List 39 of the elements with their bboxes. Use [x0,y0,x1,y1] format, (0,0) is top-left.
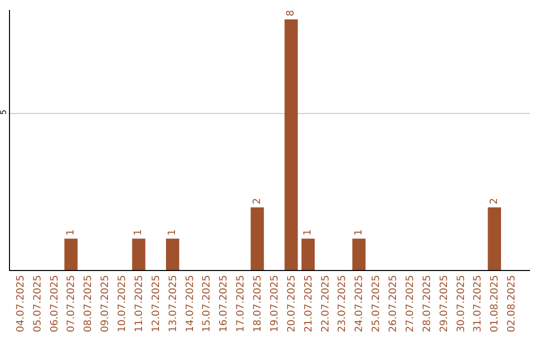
data-label: 2 [252,198,263,204]
x-tick-label: 25.07.2025 [371,275,382,332]
x-tick-label: 12.07.2025 [150,275,162,332]
x-tick-label: 15.07.2025 [202,275,213,332]
x-tick-label: 04.07.2025 [15,275,26,332]
x-tick-label: 27.07.2025 [404,275,416,332]
x-tick-label: 11.07.2025 [134,275,145,332]
x-tick-label: 06.07.2025 [49,275,60,332]
y-tick-label: 5 [0,110,8,115]
data-label: 1 [133,229,144,236]
x-tick-label: 31.07.2025 [472,275,484,332]
data-label: 2 [488,198,500,204]
x-tick-label: 28.07.2025 [422,275,433,332]
x-tick-label: 30.07.2025 [456,275,467,332]
x-tick-label: 09.07.2025 [100,275,112,332]
x-tick-label: 29.07.2025 [438,275,450,332]
x-tick-label: 21.07.2025 [303,275,314,332]
x-tick-label: 02.08.2025 [506,275,518,332]
x-tick-label: 26.07.2025 [388,275,400,332]
x-tick-label: 14.07.2025 [184,275,196,332]
x-tick-label: 18.07.2025 [252,275,264,332]
x-tick-label: 20.07.2025 [286,275,298,332]
x-tick-label: 07.07.2025 [66,275,78,332]
x-tick-label: 24.07.2025 [354,275,366,332]
data-label: 1 [167,229,178,236]
x-tick-label: 17.07.2025 [236,275,247,332]
x-tick-label: 10.07.2025 [117,275,128,332]
data-label: 1 [302,229,314,236]
x-tick-label: 13.07.2025 [168,275,179,332]
data-label: 1 [353,229,364,236]
data-label: 8 [286,10,297,16]
x-tick-label: 08.07.2025 [83,275,94,332]
x-tick-label: 05.07.2025 [32,275,44,332]
data-label: 1 [65,229,76,236]
x-tick-label: 16.07.2025 [218,275,230,332]
x-tick-label: 23.07.2025 [337,275,348,332]
x-tick-label: 22.07.2025 [320,275,332,332]
x-tick-label: 01.08.2025 [490,275,501,332]
x-tick-label: 19.07.2025 [269,275,280,332]
